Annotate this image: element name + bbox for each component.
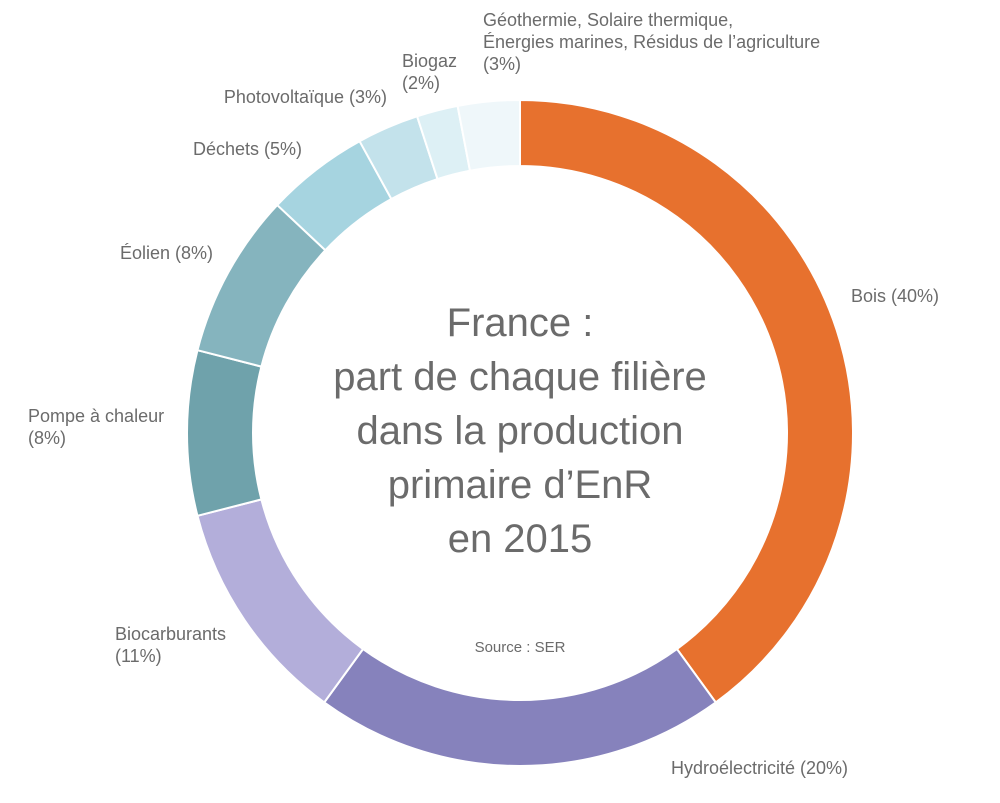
chart-title-line-3: dans la production [356,409,684,453]
label-biogaz: Biogaz (2%) [402,50,457,94]
label-geothermie-line-1: Géothermie, Solaire thermique, [483,10,734,30]
label-geothermie-line-3: (3%) [483,54,522,74]
label-bois: Bois (40%) [851,285,939,307]
chart-title-line-2: part de chaque filière [333,355,707,399]
label-dechets-line-1: Déchets (5%) [192,139,302,159]
label-pompe-a-chaleur-line-2: (8%) [28,428,67,448]
label-dechets: Déchets (5%) [100,138,302,160]
label-biogaz-line-1: Biogaz [402,51,458,71]
label-hydroelectricite-line-1: Hydroélectricité (20%) [671,758,849,778]
source-text: Source : SER [474,639,566,656]
label-bois-line-1: Bois (40%) [851,286,940,306]
label-photovoltaique-line-1: Photovoltaïque (3%) [223,87,387,107]
label-pompe-a-chaleur-line-1: Pompe à chaleur [28,406,165,426]
label-eolien: Éolien (8%) [50,242,213,264]
label-geothermie: Géothermie, Solaire thermique, Énergies … [483,9,820,75]
segment-hydroelectricite [323,648,717,767]
label-pompe-a-chaleur: Pompe à chaleur (8%) [28,405,164,449]
label-biogaz-line-2: (2%) [402,73,441,93]
label-eolien-line-1: Éolien (8%) [119,243,213,263]
label-biocarburants: Biocarburants (11%) [115,623,226,667]
label-photovoltaique: Photovoltaïque (3%) [175,86,387,108]
chart-title-line-5: en 2015 [447,517,593,561]
label-biocarburants-line-2: (11%) [115,646,162,666]
segment-geothermie-solaire-thermique-energies-ma [456,99,521,172]
segment-pompe-a-chaleur [185,349,263,517]
label-geothermie-line-2: Énergies marines, Résidus de l’agricultu… [483,32,821,52]
chart-title-line-1: France : [446,301,594,345]
label-hydroelectricite: Hydroélectricité (20%) [671,757,848,779]
label-biocarburants-line-1: Biocarburants [115,624,227,644]
segment-bois [519,99,854,704]
chart-title: France : part de chaque filière dans la … [270,296,770,566]
chart-title-line-4: primaire d’EnR [387,463,653,507]
